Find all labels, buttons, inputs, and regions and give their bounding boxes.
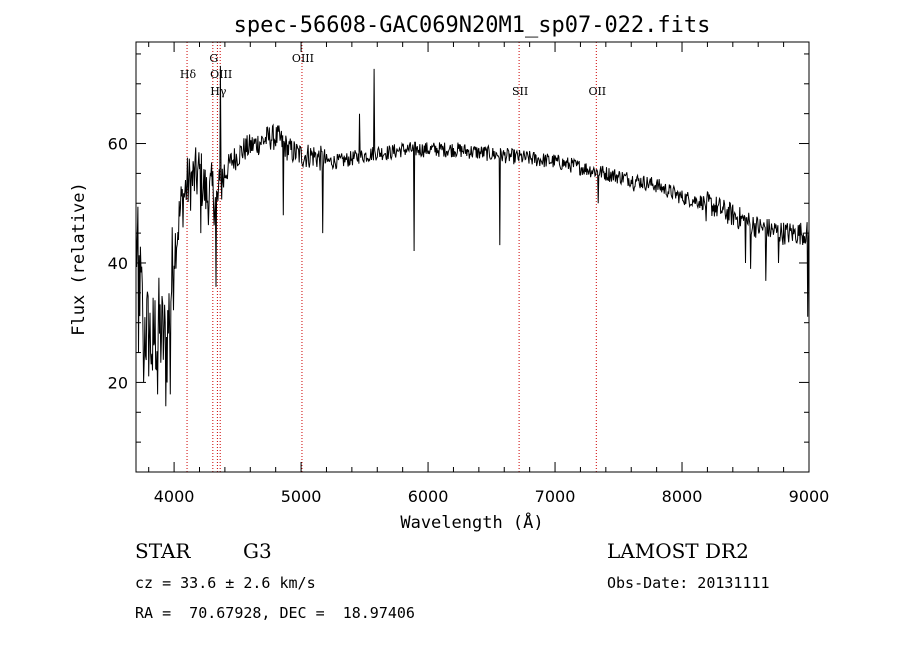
y-axis-label: Flux (relative): [69, 182, 89, 336]
y-tick-label: 60: [108, 135, 128, 154]
spectral-line-label: OIII: [210, 68, 232, 81]
chart-title: spec-56608-GAC069N20M1_sp07-022.fits: [234, 13, 711, 38]
spectral-line-label: SII: [512, 85, 528, 98]
spectral-line-label: Hγ: [210, 85, 227, 98]
x-tick-label: 7000: [535, 487, 576, 506]
x-axis-label: Wavelength (Å): [400, 511, 543, 533]
plot-frame: [135, 41, 810, 473]
x-tick-label: 4000: [154, 487, 195, 506]
y-tick-label: 20: [108, 373, 128, 392]
survey-name: LAMOST DR2: [607, 539, 749, 563]
axis-ticks: 4000 5000 6000 7000 8000 9000 20 40 60: [108, 42, 830, 506]
x-tick-label: 9000: [789, 487, 830, 506]
spectral-line-labels: Hδ G OIII Hγ OIII SII OII: [180, 52, 606, 98]
redshift-value: cz = 33.6 ± 2.6 km/s: [135, 574, 316, 592]
object-subclass: G3: [243, 539, 272, 563]
coordinates: RA = 70.67928, DEC = 18.97406: [135, 604, 415, 622]
observation-date: Obs-Date: 20131111: [607, 574, 770, 592]
spectral-line-label: OII: [588, 85, 606, 98]
x-tick-label: 5000: [281, 487, 322, 506]
y-tick-label: 40: [108, 254, 128, 273]
spectral-line-label: Hδ: [180, 68, 197, 81]
spectral-line-markers: [186, 42, 597, 472]
spectrum-line: [135, 65, 810, 407]
spectrum-series: [135, 65, 810, 407]
spectral-line-label: G: [209, 52, 218, 65]
object-class: STAR: [135, 539, 191, 563]
x-tick-label: 8000: [662, 487, 703, 506]
spectral-line-label: OIII: [292, 52, 314, 65]
x-tick-label: 6000: [408, 487, 449, 506]
